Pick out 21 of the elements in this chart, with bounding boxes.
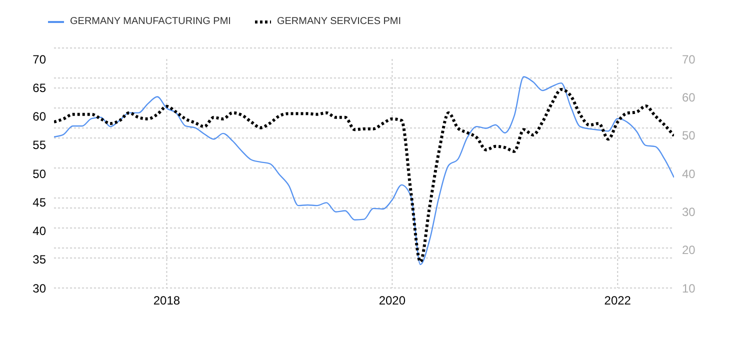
y2-tick-label: 50 xyxy=(682,128,696,143)
y-tick-label: 45 xyxy=(32,195,46,210)
y-tick-label: 35 xyxy=(32,252,46,267)
x-tick-label: 2022 xyxy=(604,294,632,308)
y-tick-label: 70 xyxy=(32,52,46,66)
y2-tick-label: 20 xyxy=(682,243,696,258)
legend-label: GERMANY MANUFACTURING PMI xyxy=(70,16,231,27)
y-tick-label: 65 xyxy=(32,80,46,95)
x-tick-label: 2018 xyxy=(153,294,180,308)
y-tick-label: 55 xyxy=(32,138,46,152)
y-tick-label: 60 xyxy=(32,110,46,124)
legend-label: GERMANY SERVICES PMI xyxy=(276,16,402,27)
y-tick-label: 30 xyxy=(32,281,46,296)
x-tick-label: 2020 xyxy=(378,294,406,308)
y2-tick-label: 70 xyxy=(682,52,696,66)
y2-tick-label: 30 xyxy=(682,204,696,219)
y-tick-label: 50 xyxy=(32,166,46,181)
y-tick-label: 40 xyxy=(32,224,46,238)
y2-tick-label: 10 xyxy=(682,281,696,296)
y2-tick-label: 60 xyxy=(682,90,696,104)
y2-tick-label: 40 xyxy=(682,166,696,181)
